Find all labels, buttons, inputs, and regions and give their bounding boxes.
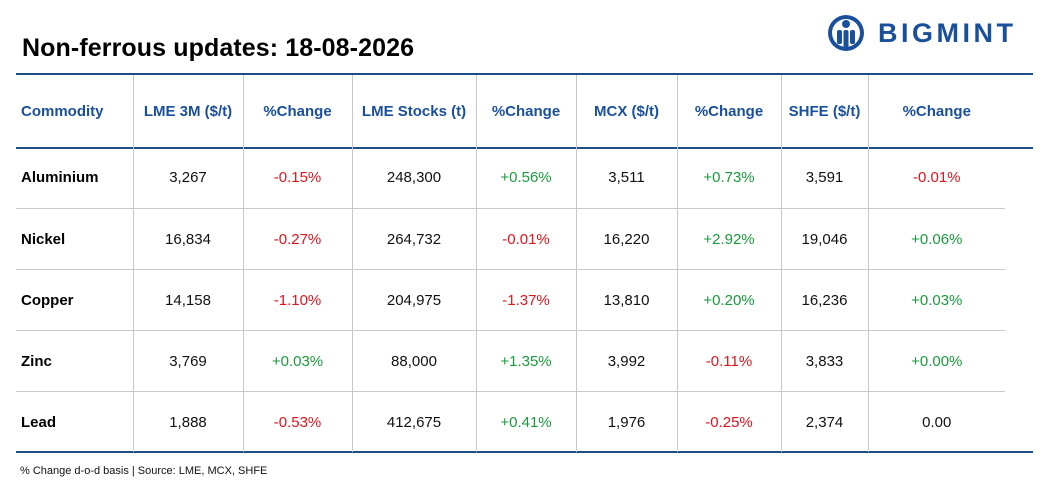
lme3m-change: -0.15% (242, 147, 352, 209)
lme-stocks: 264,732 (351, 208, 476, 270)
mcx-price: 3,511 (575, 147, 677, 209)
mcx-price: 3,992 (575, 330, 677, 392)
column-header: LME 3M ($/t) (132, 75, 243, 147)
table-row: Aluminium 3,267 -0.15% 248,300 +0.56% 3,… (16, 147, 1005, 209)
lme-stocks-change: -1.37% (475, 269, 576, 331)
shfe-price: 16,236 (780, 269, 868, 331)
column-header: %Change (867, 75, 1005, 147)
column-header: %Change (242, 75, 352, 147)
table-bottom-rule (16, 451, 1033, 453)
lme3m-change: -0.27% (242, 208, 352, 270)
bigmint-logo-icon (828, 15, 864, 51)
shfe-change: -0.01% (867, 147, 1005, 209)
mcx-change: -0.25% (676, 391, 781, 452)
lme-stocks-change: -0.01% (475, 208, 576, 270)
shfe-change: +0.06% (867, 208, 1005, 270)
lme3m-change: +0.03% (242, 330, 352, 392)
brand-logo: BIGMINT (826, 10, 1017, 56)
lme-stocks-change: +0.41% (475, 391, 576, 452)
table-row: Zinc 3,769 +0.03% 88,000 +1.35% 3,992 -0… (16, 330, 1005, 392)
lme3m-change: -1.10% (242, 269, 352, 331)
non-ferrous-table: Commodity LME 3M ($/t) %Change LME Stock… (16, 75, 1005, 452)
column-header: LME Stocks (t) (351, 75, 476, 147)
brand-name: BIGMINT (878, 17, 1017, 48)
lme3m-price: 3,267 (132, 147, 243, 209)
shfe-price: 3,833 (780, 330, 868, 392)
shfe-change: +0.03% (867, 269, 1005, 331)
mcx-price: 1,976 (575, 391, 677, 452)
shfe-price: 3,591 (780, 147, 868, 209)
commodity-name: Zinc (16, 330, 133, 392)
shfe-change: 0.00 (867, 391, 1005, 452)
lme3m-price: 14,158 (132, 269, 243, 331)
column-header: SHFE ($/t) (780, 75, 868, 147)
table-top-rule (16, 73, 1033, 75)
column-header: %Change (475, 75, 576, 147)
lme3m-price: 16,834 (132, 208, 243, 270)
lme3m-change: -0.53% (242, 391, 352, 452)
lme-stocks-change: +1.35% (475, 330, 576, 392)
mcx-change: +0.20% (676, 269, 781, 331)
commodity-name: Nickel (16, 208, 133, 270)
lme-stocks-change: +0.56% (475, 147, 576, 209)
table-row: Nickel 16,834 -0.27% 264,732 -0.01% 16,2… (16, 208, 1005, 270)
commodity-name: Aluminium (16, 147, 133, 209)
page-title: Non-ferrous updates: 18-08-2026 (22, 34, 415, 62)
lme3m-price: 1,888 (132, 391, 243, 452)
shfe-change: +0.00% (867, 330, 1005, 392)
column-header: %Change (676, 75, 781, 147)
commodity-name: Copper (16, 269, 133, 331)
lme-stocks: 204,975 (351, 269, 476, 331)
mcx-price: 13,810 (575, 269, 677, 331)
lme-stocks: 412,675 (351, 391, 476, 452)
table-header-row: Commodity LME 3M ($/t) %Change LME Stock… (16, 75, 1005, 147)
lme-stocks: 88,000 (351, 330, 476, 392)
source-footnote: % Change d-o-d basis | Source: LME, MCX,… (20, 465, 268, 477)
shfe-price: 2,374 (780, 391, 868, 452)
lme-stocks: 248,300 (351, 147, 476, 209)
mcx-price: 16,220 (575, 208, 677, 270)
table-row: Copper 14,158 -1.10% 204,975 -1.37% 13,8… (16, 269, 1005, 331)
mcx-change: -0.11% (676, 330, 781, 392)
table-row: Lead 1,888 -0.53% 412,675 +0.41% 1,976 -… (16, 391, 1005, 452)
column-header: Commodity (21, 102, 104, 120)
column-header: MCX ($/t) (575, 75, 677, 147)
mcx-change: +0.73% (676, 147, 781, 209)
mcx-change: +2.92% (676, 208, 781, 270)
commodity-name: Lead (21, 413, 57, 431)
lme3m-price: 3,769 (132, 330, 243, 392)
shfe-price: 19,046 (780, 208, 868, 270)
